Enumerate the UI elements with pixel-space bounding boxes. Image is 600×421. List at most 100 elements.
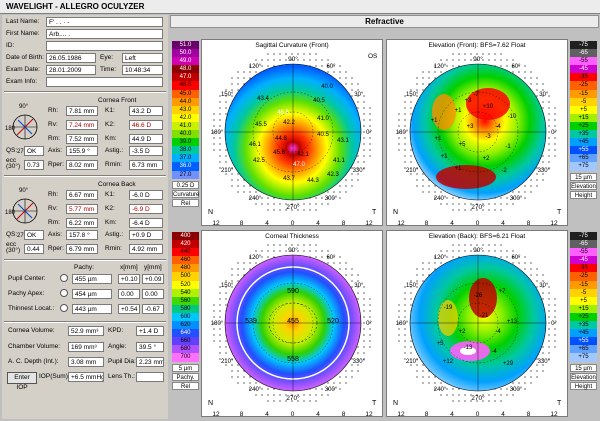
scale-sub: Rel — [172, 381, 199, 390]
dob-field[interactable]: 26.05.1986 — [46, 53, 96, 63]
scale-step: -35 — [570, 264, 597, 273]
cornea-k-field[interactable]: 46.6 D — [129, 120, 163, 130]
time-field[interactable]: 10:48:34 — [122, 65, 163, 75]
eye-label: Eye: — [100, 54, 114, 61]
map-value-label: 42.3 — [327, 172, 339, 178]
scale-step: +55 — [570, 337, 597, 346]
angle-field[interactable]: 39.5 ° — [136, 342, 164, 352]
color-scale-elevation-back: -75 -65 -55 -45 -35 -25 -15 -5 +5 +15 +25 +35 +45 +55… — [570, 232, 597, 390]
cornea-k-field[interactable]: -6.9 D — [129, 204, 163, 214]
acd-field[interactable]: 3.08 mm — [68, 357, 104, 367]
map-panel-thickness[interactable]: Corneal Thickness 90° 270° 60° 30° 120° 150° 18… — [201, 230, 383, 417]
pachy-y-field[interactable]: 0.00 — [142, 289, 164, 299]
map-value-label: 44.8 — [275, 136, 287, 142]
map-value-label: -19 — [444, 305, 453, 311]
cornea-k-field[interactable]: -6.0 D — [129, 190, 163, 200]
cf-ecc-field[interactable]: 0.73 — [24, 160, 44, 170]
map-value-label: +2 — [483, 156, 491, 162]
pachy-radio[interactable] — [60, 289, 68, 297]
id-field[interactable] — [46, 41, 163, 51]
angle-label: 120° — [249, 255, 262, 261]
map-value-label: 42.5 — [253, 158, 265, 164]
y-col-header: y[mm] — [144, 264, 162, 271]
cf-axis-label: Axis: — [48, 147, 63, 154]
axis-tick-label: 12 — [550, 411, 558, 417]
pachy-x-field[interactable]: 0.00 — [118, 289, 140, 299]
iop-sum-label: IOP(Sum): — [39, 373, 70, 380]
exam-info-field[interactable] — [46, 77, 163, 87]
cornea-param-field[interactable]: 6.22 mm — [66, 218, 98, 228]
separator — [4, 259, 166, 261]
angle-label: 30° — [539, 283, 549, 289]
axis-tick-label: 0 — [291, 220, 295, 226]
cf-rper-field[interactable]: 8.02 mm — [66, 160, 98, 170]
pachy-radio[interactable] — [60, 274, 68, 282]
last-name-field[interactable]: F' . . · - — [46, 17, 163, 27]
axis-tick-label: 0 — [476, 411, 480, 417]
cornea-k-field[interactable]: -6.4 D — [129, 218, 163, 228]
map-value-label: 47.0 — [293, 162, 305, 168]
cf-axis-field[interactable]: 155.9 ° — [66, 146, 98, 156]
enter-iop-button[interactable]: Enter IOP — [7, 372, 37, 391]
cb-axis-field[interactable]: 157.8 ° — [66, 230, 98, 240]
chamber-volume-field[interactable]: 169 mm³ — [68, 342, 104, 352]
lens-th-field[interactable] — [136, 372, 164, 382]
map-value-label: -4 — [491, 349, 497, 355]
cornea-param-label: Rv: — [48, 205, 58, 212]
pupil-dia-field[interactable]: 2.23 mm — [136, 357, 164, 367]
scale-step: 39.0 — [172, 138, 199, 147]
map-value-label: -7 — [473, 92, 479, 98]
scale-step: 27.0 — [172, 170, 199, 179]
axis-tick-label: 4 — [316, 220, 320, 226]
cf-rmin-field[interactable]: 6.73 mm — [129, 160, 163, 170]
color-scale-elevation-front: -75 -65 -55 -45 -35 -25 -15 -5 +5 +15 +25 +35 +45 +55… — [570, 41, 597, 199]
eye-field[interactable]: Left — [122, 53, 163, 63]
cornea-param-field[interactable]: 7.81 mm — [66, 106, 98, 116]
pachy-radio[interactable] — [60, 304, 68, 312]
iop-sum-field[interactable]: +6.5 mmHg — [68, 372, 104, 382]
pachy-value-field[interactable]: 454 µm — [72, 289, 112, 299]
angle-label: 300° — [325, 387, 338, 393]
cornea-k-field[interactable]: 43.2 D — [129, 106, 163, 116]
cb-qs-field[interactable]: OK — [24, 230, 44, 240]
map-value-label: 558 — [287, 356, 299, 363]
cornea-param-label: Rm: — [48, 135, 60, 142]
map-panel-elevation-front[interactable]: Elevation (Front): BFS=7.62 Float 90° 270°… — [386, 39, 568, 226]
map-panel-elevation-back[interactable]: Elevation (Back): BFS=6.21 Float 90° 270° 6… — [386, 230, 568, 417]
pachy-y-field[interactable]: +0.09 — [142, 274, 164, 284]
scale-step: 540 — [172, 288, 199, 297]
first-name-field[interactable]: Arb.... . — [46, 29, 163, 39]
cornea-param-field[interactable]: 7.24 mm — [66, 120, 98, 130]
pachy-value-field[interactable]: 443 µm — [72, 304, 112, 314]
map-plot: 90°270°60°30°120°150°180°210°240° 300°330… — [393, 244, 562, 417]
pachy-x-field[interactable]: +0.54 — [118, 304, 140, 314]
cf-qs-field[interactable]: OK — [24, 146, 44, 156]
axis-tick-label: 8 — [240, 411, 244, 417]
pachy-y-field[interactable]: -0.67 — [142, 304, 164, 314]
cb-rper-field[interactable]: 6.79 mm — [66, 244, 98, 254]
cb-astig-field[interactable]: +0.9 D — [129, 230, 163, 240]
scale-step: -65 — [570, 240, 597, 249]
nasal-label: N — [208, 209, 213, 216]
pachy-value-field[interactable]: 455 µm — [72, 274, 112, 284]
angle-label: 240° — [249, 387, 262, 393]
scale-step: -75 — [570, 41, 597, 50]
cornea-k-field[interactable]: 44.9 D — [129, 134, 163, 144]
cornea-volume-field[interactable]: 52.9 mm³ — [68, 326, 104, 336]
scale-footer: Pachy. — [172, 372, 199, 381]
map-panel-sagittal[interactable]: Sagittal Curvature (Front) 90° 270° 60° 30° 1… — [201, 39, 383, 226]
cornea-param-field[interactable]: 7.52 mm — [66, 134, 98, 144]
cb-ecc-field[interactable]: 0.44 — [24, 244, 44, 254]
map-value-label: 40.5 — [317, 132, 329, 138]
scale-step: 49.0 — [172, 57, 199, 66]
pachy-x-field[interactable]: +0.10 — [118, 274, 140, 284]
cb-rmin-field[interactable]: 4.92 mm — [129, 244, 163, 254]
cf-astig-field[interactable]: -3.5 D — [129, 146, 163, 156]
map-value-label: 42.2 — [283, 120, 295, 126]
cornea-param-field[interactable]: 6.67 mm — [66, 190, 98, 200]
nasal-label: N — [208, 400, 213, 407]
exam-date-field[interactable]: 28.01.2009 — [46, 65, 96, 75]
axis-tick-label: 8 — [240, 220, 244, 226]
kpd-field[interactable]: +1.4 D — [136, 326, 164, 336]
cornea-param-field[interactable]: 5.77 mm — [66, 204, 98, 214]
